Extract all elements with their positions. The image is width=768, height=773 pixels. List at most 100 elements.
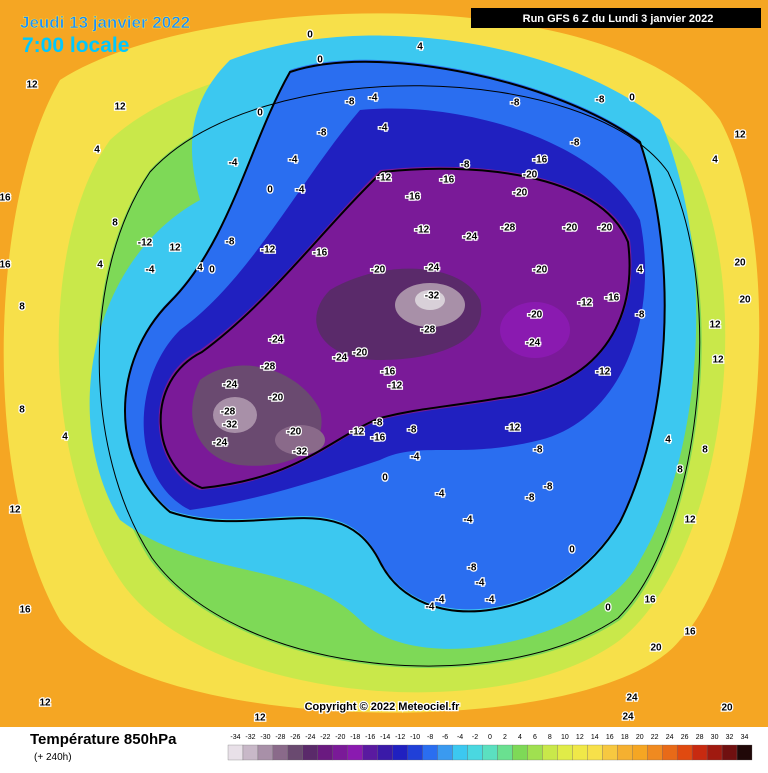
legend-tick-label: 30 <box>711 734 719 741</box>
valid-date: Jeudi 13 janvier 2022 <box>20 13 190 32</box>
contour-label: 0 <box>307 30 313 41</box>
legend-swatch <box>437 744 453 761</box>
contour-label: -32 <box>293 447 308 458</box>
contour-label: -16 <box>533 155 548 166</box>
legend-swatch <box>706 744 723 761</box>
contour-label: 4 <box>62 432 68 443</box>
contour-label: -16 <box>406 192 421 203</box>
contour-label: -16 <box>605 293 620 304</box>
contour-label: 8 <box>112 218 118 229</box>
contour-label: 4 <box>197 263 203 274</box>
contour-label: -8 <box>571 138 580 149</box>
contour-label: 4 <box>665 435 671 446</box>
contour-label: 16 <box>0 260 11 271</box>
legend-tick-label: -20 <box>335 734 345 741</box>
contour-label: -24 <box>526 338 541 349</box>
contour-label: 12 <box>26 80 38 91</box>
contour-label: -20 <box>598 223 613 234</box>
parameter-title: Température 850hPa <box>30 731 177 748</box>
legend-tick-label: -10 <box>410 734 420 741</box>
contour-label: -12 <box>388 381 403 392</box>
contour-label: -16 <box>381 367 396 378</box>
contour-label: 16 <box>684 627 696 638</box>
legend-tick-label: 2 <box>503 734 507 741</box>
contour-label: -4 <box>289 155 298 166</box>
legend-swatch <box>527 744 543 761</box>
contour-label: 0 <box>257 108 263 119</box>
legend-tick-label: 22 <box>651 734 659 741</box>
contour-label: 16 <box>19 605 31 616</box>
contour-label: 8 <box>19 302 25 313</box>
legend-tick-label: -28 <box>275 734 285 741</box>
contour-label: 4 <box>637 265 643 276</box>
legend-swatch <box>572 744 588 761</box>
contour-label: -24 <box>463 232 478 243</box>
contour-label: 4 <box>417 42 423 53</box>
contour-label: -20 <box>563 223 578 234</box>
legend-tick-label: -30 <box>260 734 270 741</box>
contour-label: 0 <box>569 545 575 556</box>
contour-label: -20 <box>287 427 302 438</box>
contour-label: -12 <box>350 427 365 438</box>
copyright: Copyright © 2022 Meteociel.fr <box>305 701 461 713</box>
contour-label: -12 <box>506 423 521 434</box>
contour-label: 12 <box>9 505 21 516</box>
contour-label: 0 <box>629 93 635 104</box>
contour-label: -28 <box>421 325 436 336</box>
legend-tick-label: -12 <box>395 734 405 741</box>
color-legend: -34 -32 -30 -28 -26 -24 -22 -20 -18 -16 -14 -12 -10-… <box>227 734 753 761</box>
legend-swatch <box>721 744 738 761</box>
contour-label: -4 <box>229 158 238 169</box>
contour-label: -28 <box>501 223 516 234</box>
legend-tick-label: 8 <box>548 734 552 741</box>
contour-label: -32 <box>223 420 238 431</box>
contour-label: 20 <box>734 258 746 269</box>
contour-label: -24 <box>223 380 238 391</box>
legend-tick-label: -24 <box>305 734 315 741</box>
contour-label: 16 <box>0 193 11 204</box>
contour-label: -4 <box>296 185 305 196</box>
legend-tick-label: 6 <box>533 734 537 741</box>
contour-label: -12 <box>377 173 392 184</box>
contour-label: -24 <box>213 438 228 449</box>
contour-label: 4 <box>712 155 718 166</box>
contour-label: 12 <box>169 243 181 254</box>
legend-tick-label: 4 <box>518 734 522 741</box>
contour-label: -20 <box>269 393 284 404</box>
contour-label: -16 <box>371 433 386 444</box>
legend-swatch <box>302 744 318 761</box>
map: Run GFS 6 Z du Lundi 3 janvier 2022 Jeud… <box>0 0 768 727</box>
contour-label: 20 <box>739 295 751 306</box>
legend-tick-label: -26 <box>290 734 300 741</box>
legend-tick-label: 14 <box>591 734 599 741</box>
forecast-lead: (+ 240h) <box>34 752 72 763</box>
legend-swatch <box>467 744 483 761</box>
legend-swatch <box>602 744 618 761</box>
contour-label: 12 <box>709 320 721 331</box>
contour-label: 24 <box>626 693 638 704</box>
legend-swatch <box>407 744 423 761</box>
contour-label: 20 <box>721 703 733 714</box>
legend-swatch <box>482 744 498 761</box>
contour-label: 8 <box>677 465 683 476</box>
contour-label: 12 <box>254 713 266 724</box>
contour-label: -12 <box>415 225 430 236</box>
contour-label: 0 <box>317 55 323 66</box>
legend-swatch <box>647 744 663 761</box>
legend-tick-label: 28 <box>696 734 704 741</box>
contour-label: -8 <box>636 310 645 321</box>
legend-swatch <box>542 744 558 761</box>
legend-swatch <box>332 744 348 761</box>
contour-label: -8 <box>318 128 327 139</box>
valid-time: 7:00 locale <box>22 34 129 57</box>
legend-tick-label: 10 <box>561 734 569 741</box>
legend-swatch <box>242 744 259 761</box>
contour-label: -8 <box>544 482 553 493</box>
contour-label: -8 <box>511 98 520 109</box>
contour-label: -16 <box>440 175 455 186</box>
contour-label: -28 <box>261 362 276 373</box>
legend-tick-label: -8 <box>427 734 433 741</box>
contour-label: -12 <box>596 367 611 378</box>
legend-swatch <box>317 744 333 761</box>
